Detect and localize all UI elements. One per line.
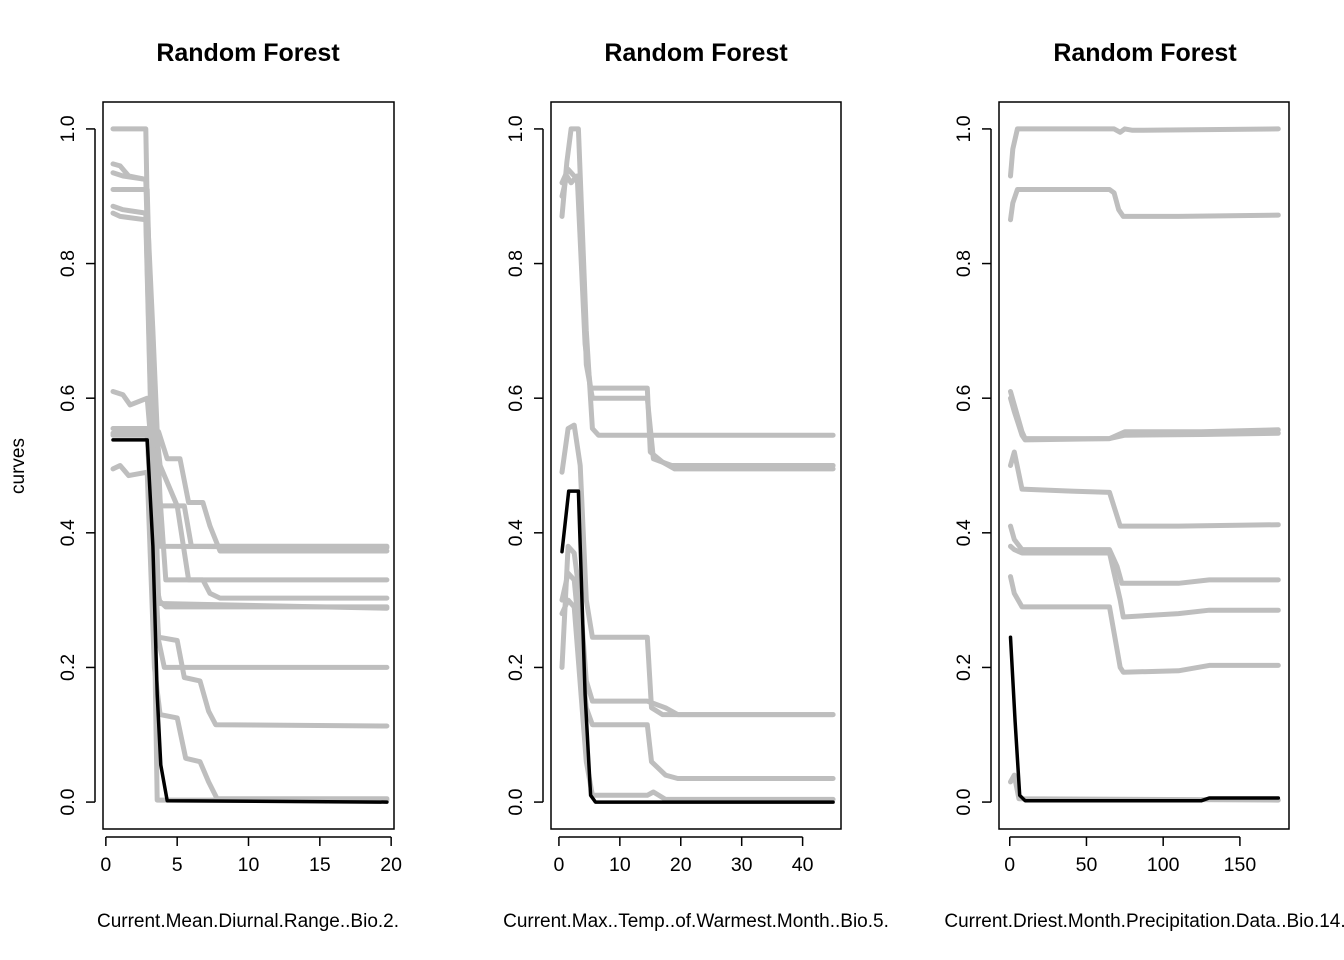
member-curve: [1008, 574, 1281, 675]
panel-bio5: Random Forest Current.Max..Temp..of.Warm…: [503, 39, 889, 932]
y-tick-label: 0.2: [57, 654, 79, 681]
member-curve: [559, 422, 836, 718]
member-curve: [110, 210, 390, 601]
plot-frame: [550, 101, 842, 830]
x-tick-label: 0: [553, 854, 564, 876]
y-tick-label: 0.0: [57, 788, 79, 815]
x-tick-label: 0: [1004, 854, 1015, 876]
y-tick-label: 0.0: [953, 788, 975, 815]
member-curve: [1008, 543, 1281, 620]
member-curve: [559, 570, 836, 781]
x-axis-label: Current.Driest.Month.Precipitation.Data.…: [944, 911, 1344, 932]
y-tick-label: 0.2: [505, 654, 527, 681]
member-curve: [1008, 126, 1281, 179]
member-curve: [559, 173, 836, 472]
member-curve: [1008, 187, 1281, 223]
y-tick-label: 0.2: [953, 654, 975, 681]
x-tick-label: 50: [1076, 854, 1098, 876]
member-curve: [110, 203, 390, 554]
y-tick-label: 0.6: [953, 385, 975, 412]
member-curves: [1008, 126, 1281, 803]
x-tick-label: 0: [100, 854, 111, 876]
y-tick-label: 1.0: [57, 115, 79, 142]
mean-curve: [111, 438, 389, 804]
y-tick-label: 0.6: [505, 385, 527, 412]
member-curve: [559, 166, 836, 468]
x-tick-label: 30: [731, 854, 753, 876]
y-tick-label: 1.0: [953, 115, 975, 142]
x-tick-label: 40: [792, 854, 814, 876]
y-tick-label: 0.8: [57, 250, 79, 277]
member-curve: [1008, 449, 1281, 529]
panel-bio2: Random Forest Current.Mean.Diurnal.Range…: [57, 39, 402, 932]
plot-frame: [998, 101, 1290, 830]
member-curves: [110, 126, 390, 803]
x-tick-label: 100: [1147, 854, 1180, 876]
y-tick-label: 0.4: [57, 519, 79, 546]
y-tick-label: 1.0: [505, 115, 527, 142]
y-tick-label: 0.6: [57, 385, 79, 412]
member-curve: [110, 463, 390, 802]
x-tick-label: 10: [609, 854, 631, 876]
x-tick-label: 10: [238, 854, 260, 876]
member-curve: [110, 389, 390, 551]
x-tick-label: 150: [1224, 854, 1257, 876]
x-tick-label: 15: [309, 854, 331, 876]
x-tick-label: 20: [380, 854, 402, 876]
plot-frame: [102, 101, 395, 830]
mean-curve: [1008, 635, 1281, 803]
y-tick-label: 0.4: [505, 519, 527, 546]
panel-bio14: Random Forest Current.Driest.Month.Preci…: [944, 39, 1344, 932]
member-curve: [1008, 523, 1281, 586]
x-axis-label: Current.Max..Temp..of.Warmest.Month..Bio…: [503, 911, 889, 932]
mean-curve: [560, 489, 835, 804]
panel-title: Random Forest: [156, 39, 340, 67]
member-curve: [559, 543, 836, 718]
panel-title: Random Forest: [604, 39, 788, 67]
x-axis-label: Current.Mean.Diurnal.Range..Bio.2.: [97, 911, 399, 932]
y-tick-label: 0.8: [505, 250, 527, 277]
member-curve: [1008, 395, 1281, 443]
x-tick-label: 5: [172, 854, 183, 876]
y-tick-label: 0.8: [953, 250, 975, 277]
y-tick-label: 0.0: [505, 788, 527, 815]
member-curves: [559, 126, 836, 802]
x-tick-label: 20: [670, 854, 692, 876]
panel-title: Random Forest: [1053, 39, 1237, 67]
y-tick-label: 0.4: [953, 519, 975, 546]
shared-y-axis-label: curves: [8, 438, 29, 494]
